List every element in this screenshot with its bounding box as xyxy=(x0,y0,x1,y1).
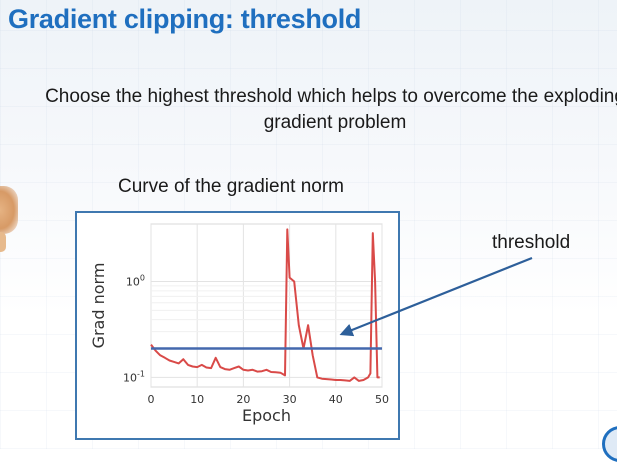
x-tick-label: 30 xyxy=(283,393,297,406)
gradient-norm-chart: 0 10 20 30 40 50 10-1 100 Epoch Grad norm xyxy=(89,223,533,425)
presenter-finger-image xyxy=(0,232,6,252)
threshold-callout-arrow xyxy=(339,256,533,337)
y-axis-label: Grad norm xyxy=(89,263,108,349)
x-tick-label: 0 xyxy=(148,393,155,406)
x-tick-label: 20 xyxy=(236,393,250,406)
y-tick-label: 10-1 xyxy=(123,369,145,384)
x-axis-label: Epoch xyxy=(242,406,291,425)
slide-subtitle: Choose the highest threshold which helps… xyxy=(45,86,617,133)
threshold-callout-label: threshold xyxy=(492,232,571,253)
x-tick-label: 10 xyxy=(190,393,204,406)
chart-caption: Curve of the gradient norm xyxy=(118,176,345,197)
presenter-hand-image xyxy=(0,186,18,234)
x-tick-label: 50 xyxy=(375,393,389,406)
plot-area xyxy=(150,223,383,388)
slide-title: Gradient clipping: threshold xyxy=(8,4,362,34)
x-tick-label: 40 xyxy=(329,393,343,406)
y-tick-label: 100 xyxy=(126,274,145,289)
gradient-norm-curve xyxy=(150,228,380,382)
